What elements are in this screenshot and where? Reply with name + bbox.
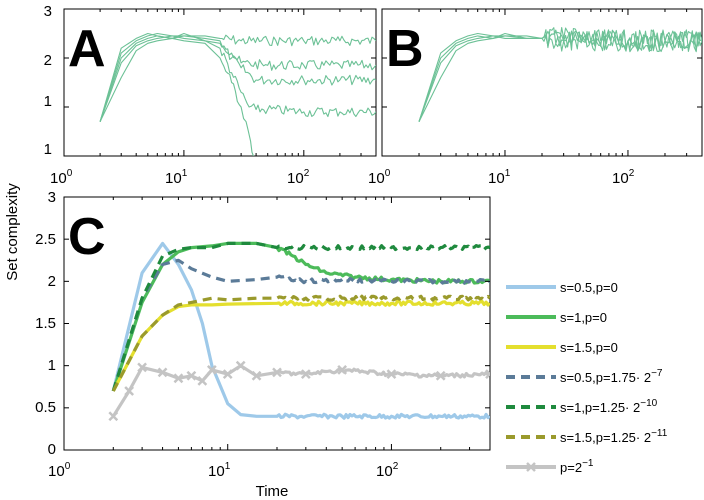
series-line-trajectory-5 <box>99 32 254 156</box>
series-marker <box>197 375 208 386</box>
panel-c-ytick-labels: 0 0.5 1 1.5 2 2.5 3 <box>35 189 56 458</box>
series-line-trajectory-2 <box>99 35 376 122</box>
panel-a: A 1 1 2 3 100 101 102 <box>44 3 377 187</box>
series-marker <box>235 360 246 371</box>
panel-c-xtick-label: 102 <box>376 461 399 480</box>
legend-label: s=1,p=1.25· 2−10 <box>560 398 658 415</box>
panel-b-xtick-label: 102 <box>612 168 635 187</box>
legend-label: p=2−1 <box>560 458 594 475</box>
legend-label: s=1.5,p=1.25· 2−11 <box>560 428 668 445</box>
panel-b-ticks <box>381 8 703 157</box>
panel-a-ytick-labels: 1 1 2 3 <box>44 3 52 158</box>
legend-marker <box>526 462 536 472</box>
panel-c-xtick-label: 100 <box>48 461 71 480</box>
panel-c-ytick-label: 0 <box>48 441 56 458</box>
panel-a-lines <box>99 32 376 156</box>
panel-b-xtick-labels: 100 101 102 <box>368 168 635 187</box>
panel-a-ytick-label: 3 <box>44 3 52 20</box>
legend-label: s=0.5,p=1.75· 2−7 <box>560 368 663 385</box>
series-marker <box>222 369 233 379</box>
panel-c-ytick-label: 1 <box>48 357 56 374</box>
series-marker <box>337 364 348 375</box>
series-marker <box>173 373 184 384</box>
panel-c-ytick-label: 0.5 <box>35 399 56 416</box>
series-line-p-2 <box>111 364 490 418</box>
series-marker <box>300 369 311 379</box>
panel-a-xtick-labels: 100 101 102 <box>50 168 310 187</box>
legend-label: s=1.5,p=0 <box>560 340 618 355</box>
series-line-s-1-5-p-1-25-2 <box>111 294 490 392</box>
legend-label: s=0.5,p=0 <box>560 280 618 295</box>
series-marker <box>251 370 262 381</box>
panel-c: C 0 0.5 1 1.5 2 2.5 3 100 101 102 Time S… <box>4 183 491 500</box>
series-marker <box>157 367 168 378</box>
panel-c-xtick-labels: 100 101 102 <box>48 461 399 480</box>
panel-c-ytick-label: 2 <box>48 273 56 290</box>
series-marker <box>186 370 197 381</box>
series-marker <box>435 370 446 381</box>
panel-a-ytick-label: 1 <box>44 141 52 158</box>
panel-c-lines <box>108 241 490 422</box>
panel-b-letter: B <box>386 20 424 78</box>
panel-b-xtick-label: 100 <box>368 168 391 187</box>
series-line-trajectory-4 <box>418 29 702 122</box>
panel-c-ytick-label: 3 <box>48 189 56 206</box>
panel-a-xtick-label: 102 <box>287 168 310 187</box>
series-line-trajectory-4 <box>99 32 376 122</box>
panel-c-ytick-label: 1.5 <box>35 315 56 332</box>
series-line-s-1-p-0 <box>111 241 490 392</box>
panel-b-xtick-label: 101 <box>488 168 511 187</box>
panel-a-ticks <box>63 8 377 157</box>
series-marker <box>386 369 397 379</box>
panel-a-xtick-label: 101 <box>165 168 188 187</box>
series-line-s-0-5-p-0 <box>111 241 490 420</box>
panel-c-letter: C <box>68 208 106 266</box>
series-line-s-0-5-p-1-75-2 <box>111 258 490 392</box>
series-marker <box>206 364 217 375</box>
series-marker <box>124 386 135 396</box>
series-marker <box>272 367 282 378</box>
legend: s=0.5,p=0 s=1,p=0 s=1.5,p=0 s=0.5,p=1.75· 2… <box>506 280 668 475</box>
series-line-s-1-5-p-0 <box>111 299 490 392</box>
panel-a-ytick-label: 1 <box>44 93 52 110</box>
panel-c-frame <box>63 196 491 451</box>
y-axis-label: Set complexity <box>4 183 21 281</box>
panel-a-ytick-label: 2 <box>44 52 52 69</box>
panel-b-lines <box>418 27 702 122</box>
panel-a-xtick-label: 100 <box>50 168 73 187</box>
series-marker <box>485 369 490 379</box>
series-line-s-1-p-1-25-2 <box>111 241 490 392</box>
legend-label: s=1,p=0 <box>560 310 607 325</box>
panel-c-ytick-label: 2.5 <box>35 231 56 248</box>
panel-c-ticks <box>63 196 491 451</box>
panel-c-xtick-label: 101 <box>208 461 231 480</box>
panel-a-letter: A <box>68 20 106 78</box>
series-line-trajectory-1 <box>99 34 376 122</box>
panel-b: B 100 101 102 <box>368 8 703 187</box>
series-marker <box>137 362 147 373</box>
x-axis-label: Time <box>256 483 289 500</box>
series-line-trajectory-3 <box>99 32 376 122</box>
series-marker <box>108 411 119 422</box>
